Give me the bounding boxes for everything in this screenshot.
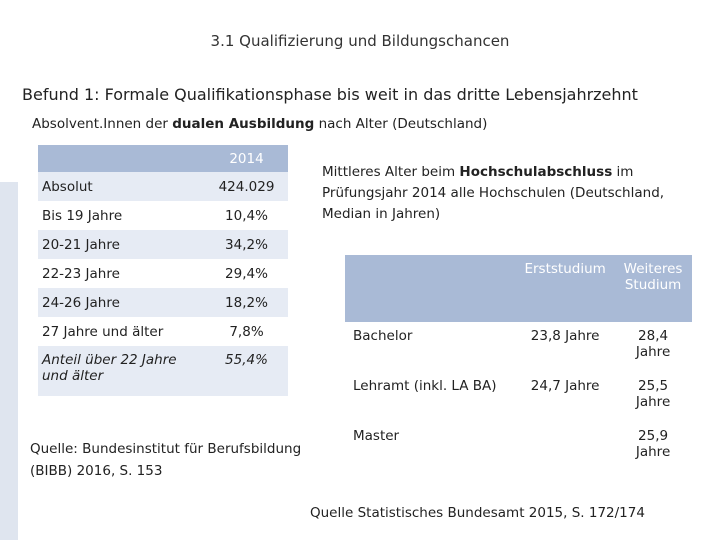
row-label: 20-21 Jahre bbox=[38, 230, 205, 259]
table-row: 27 Jahre und älter 7,8% bbox=[38, 317, 288, 346]
row-label: Lehramt (inkl. LA BA) bbox=[353, 378, 497, 394]
row-value: 23,8 Jahre bbox=[530, 328, 600, 344]
header-cell bbox=[345, 255, 517, 322]
column-header: Erststudium bbox=[524, 261, 606, 277]
left-caption: Absolvent.Innen der dualen Ausbildung na… bbox=[32, 116, 487, 132]
header-cell bbox=[38, 145, 205, 172]
row-label: 22-23 Jahre bbox=[42, 265, 120, 282]
row-value: 28,4 Jahre bbox=[635, 328, 671, 360]
right-caption: Mittleres Alter beim Hochschulabschluss … bbox=[322, 162, 702, 225]
header-cell: 2014 bbox=[205, 145, 288, 172]
row-value: 25,5 Jahre bbox=[635, 378, 671, 410]
right-table: Erststudium Weiteres Studium Bachelor 23,8 … bbox=[345, 255, 692, 472]
column-header: Weiteres Studium bbox=[623, 261, 683, 293]
right-source: Quelle Statistisches Bundesamt 2015, S. … bbox=[310, 505, 645, 521]
header-row: 2014 bbox=[38, 145, 288, 172]
row-value: 18,2% bbox=[205, 288, 288, 317]
row-label: 27 Jahre und älter bbox=[42, 323, 164, 340]
table-row: Bis 19 Jahre 10,4% bbox=[38, 201, 288, 230]
row-label: Bis 19 Jahre bbox=[42, 207, 123, 224]
slide-title: 3.1 Qualifizierung und Bildungschancen bbox=[210, 32, 510, 50]
row-value: 29,4% bbox=[225, 265, 268, 282]
table-row: 24-26 Jahre 18,2% bbox=[38, 288, 288, 317]
caption-part: Absolvent.Innen der bbox=[32, 116, 173, 132]
table-row: Bachelor 23,8 Jahre 28,4 Jahre bbox=[345, 322, 692, 372]
caption-bold: Hochschulabschluss bbox=[459, 164, 613, 180]
table-row: Anteil über 22 Jahre und älter 55,4% bbox=[38, 346, 288, 396]
table-row: 22-23 Jahre 29,4% bbox=[38, 259, 288, 288]
caption-bold: dualen Ausbildung bbox=[172, 116, 315, 132]
header-cell: Erststudium bbox=[516, 255, 615, 322]
row-value: 34,2% bbox=[205, 230, 288, 259]
row-value: 55,4% bbox=[205, 346, 288, 396]
caption-part: im Prüfungsjahr 2014 alle Hochschulen (D… bbox=[322, 164, 665, 222]
left-source: Quelle: Bundesinstitut für Berufsbildung… bbox=[30, 441, 302, 479]
side-strip bbox=[0, 182, 18, 540]
table-row: Lehramt (inkl. LA BA) 24,7 Jahre 25,5 Jahr… bbox=[345, 372, 692, 422]
row-value: 424.029 bbox=[205, 172, 288, 201]
row-value bbox=[516, 422, 614, 472]
row-value: 24,7 Jahre bbox=[530, 378, 600, 394]
row-label: Master bbox=[353, 428, 400, 444]
table-row: Master 25,9 Jahre bbox=[345, 422, 692, 472]
caption-part: nach Alter (Deutschland) bbox=[314, 116, 488, 132]
header-cell: Weiteres Studium bbox=[614, 255, 692, 322]
headline: Befund 1: Formale Qualifikationsphase bi… bbox=[22, 85, 638, 104]
row-value: 25,9 Jahre bbox=[635, 428, 671, 460]
table-row: Absolut 424.029 bbox=[38, 172, 288, 201]
row-value: 7,8% bbox=[229, 323, 264, 340]
caption-part: Mittleres Alter beim bbox=[322, 164, 460, 180]
left-table: 2014 Absolut 424.029 Bis 19 Jahre 10,4% 20-21… bbox=[38, 145, 288, 396]
row-label: 24-26 Jahre bbox=[38, 288, 205, 317]
table-row: 20-21 Jahre 34,2% bbox=[38, 230, 288, 259]
row-value: 10,4% bbox=[225, 207, 268, 224]
row-label: Bachelor bbox=[353, 328, 413, 344]
row-label: Absolut bbox=[38, 172, 205, 201]
header-row: Erststudium Weiteres Studium bbox=[345, 255, 692, 322]
row-label: Anteil über 22 Jahre und älter bbox=[38, 346, 205, 396]
